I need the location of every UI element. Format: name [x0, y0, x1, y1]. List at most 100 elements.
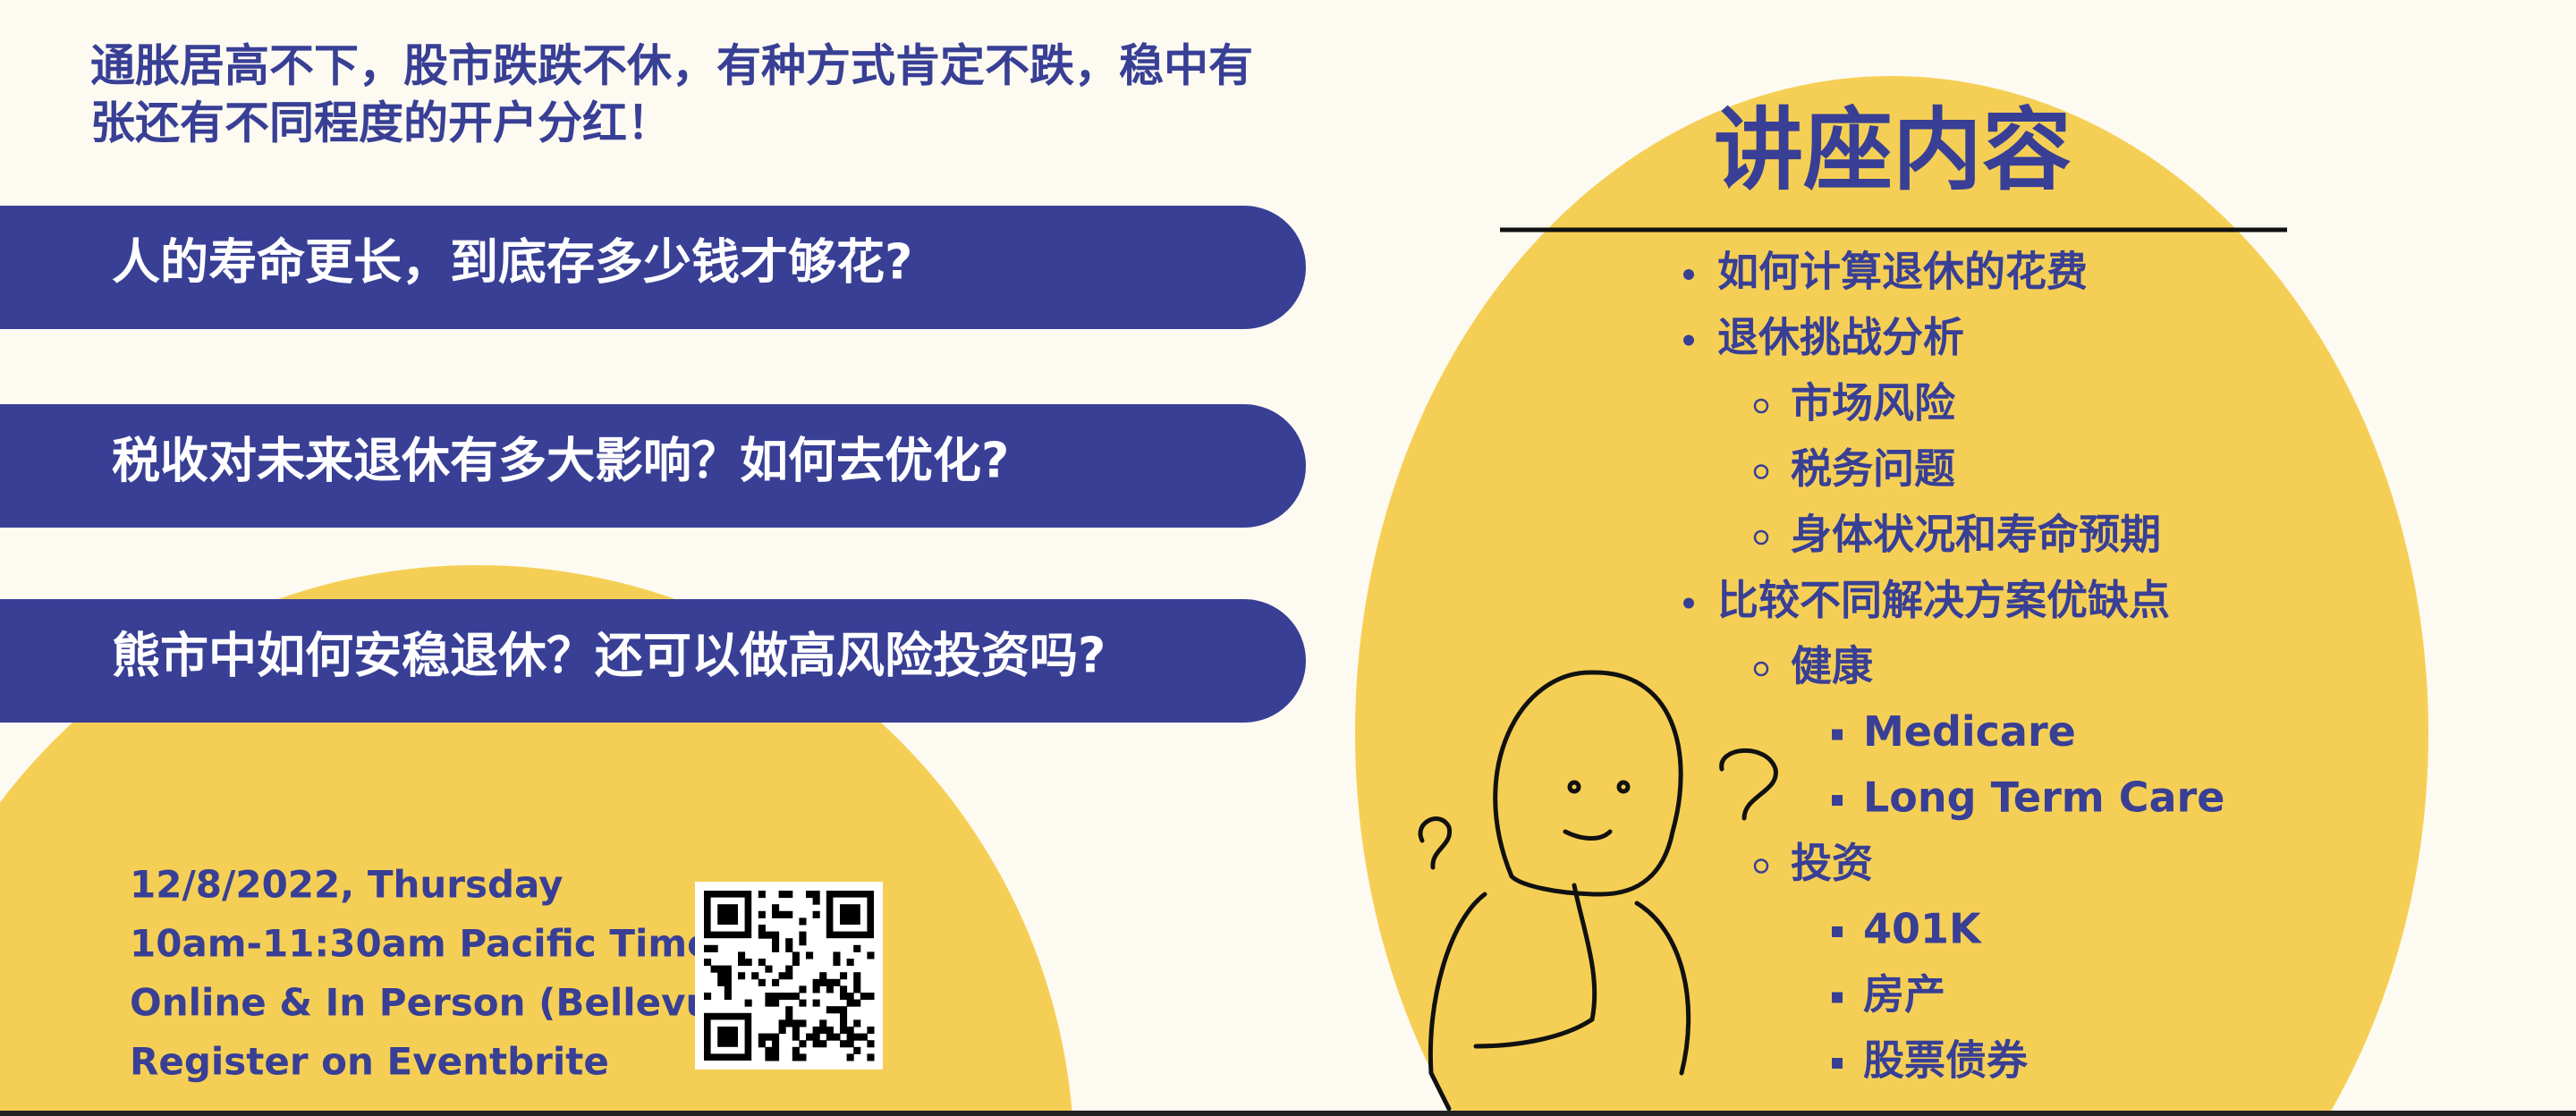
qr-module [717, 978, 725, 986]
agenda-item: 身体状况和寿命预期 [1791, 511, 2161, 559]
event-line: Register on Eventbrite [130, 1040, 609, 1084]
qr-module [799, 1053, 807, 1061]
yellow-oval [1355, 76, 2428, 1116]
qr-module [765, 931, 773, 939]
agenda-item: 401K [1863, 905, 1983, 953]
bullet [1832, 1058, 1843, 1069]
qr-module [704, 993, 712, 1001]
qr-module [772, 978, 780, 986]
qr-module [840, 993, 848, 1001]
qr-module [772, 1033, 780, 1041]
qr-module [846, 993, 854, 1001]
bullet [1832, 729, 1843, 740]
qr-module [717, 972, 725, 980]
qr-module [758, 1033, 766, 1041]
qr-module [833, 951, 841, 960]
agenda-item: 税务问题 [1791, 444, 1955, 493]
qr-module [785, 910, 793, 918]
qr-module [758, 891, 766, 899]
qr-module [758, 925, 766, 933]
qr-module [778, 910, 786, 918]
qr-module [853, 1033, 861, 1041]
qr-finder [703, 890, 752, 939]
qr-module [710, 944, 718, 952]
qr-module [840, 1019, 848, 1027]
agenda-item: 投资 [1791, 839, 1873, 887]
qr-module [792, 1046, 800, 1054]
agenda-item: 如何计算退休的花费 [1717, 248, 2088, 296]
qr-module [799, 917, 807, 926]
qr-module [772, 1040, 780, 1048]
qr-module [778, 993, 786, 1001]
event-line: 10am-11:30am Pacific Time [130, 922, 713, 966]
qr-module [724, 978, 732, 986]
qr-module [758, 1040, 766, 1048]
qr-module [853, 1019, 861, 1027]
qr-module [724, 993, 732, 1001]
qr-module [772, 931, 780, 939]
bullet [1832, 992, 1843, 1003]
bullet [1832, 795, 1843, 806]
qr-module [751, 972, 759, 980]
question-text: 熊市中如何安稳退休？还可以做高风险投资吗? [112, 628, 1106, 684]
qr-module [806, 951, 814, 960]
qr-module [840, 985, 848, 993]
qr-module [785, 944, 793, 952]
agenda-item: 房产 [1863, 970, 1945, 1019]
question-pill [0, 206, 1306, 329]
bullet [1753, 529, 1769, 545]
agenda-item: Medicare [1863, 707, 2076, 756]
questions: 人的寿命更长，到底存多少钱才够花? 税收对未来退休有多大影响？如何去优化? 熊市中如… [0, 206, 1306, 723]
qr-module [819, 1040, 827, 1048]
event-info: 12/8/2022, Thursday 10am-11:30am Pacific … [130, 863, 755, 1084]
question-text: 人的寿命更长，到底存多少钱才够花? [112, 234, 912, 291]
agenda-item: 健康 [1791, 642, 1873, 690]
qr-module [772, 993, 780, 1001]
qr-module [710, 965, 718, 973]
qr-module [758, 910, 766, 918]
qr-module [765, 999, 773, 1007]
qr-module [853, 999, 861, 1007]
qr-module [826, 1033, 834, 1041]
qr-module [812, 985, 820, 993]
qr-module [778, 1027, 786, 1035]
qr-module [867, 1053, 875, 1061]
qr-module [812, 1033, 820, 1041]
qr-module [860, 993, 868, 1001]
agenda-list: 如何计算退休的花费退休挑战分析市场风险税务问题身体状况和寿命预期比较不同解决方案… [1683, 248, 2224, 1085]
qr-module [853, 978, 861, 986]
agenda-title: 讲座内容 [1714, 97, 2072, 202]
qr-module [846, 999, 854, 1007]
qr-module [765, 1046, 773, 1054]
qr-module [765, 1053, 773, 1061]
qr-module [846, 959, 854, 967]
qr-module [724, 985, 732, 993]
qr-module [799, 931, 807, 939]
event-line: 12/8/2022, Thursday [130, 863, 563, 907]
qr-module [792, 1019, 800, 1027]
qr-module [772, 910, 780, 918]
qr-module [860, 1033, 868, 1041]
qr-module [812, 1027, 820, 1035]
qr-module [785, 1006, 793, 1014]
qr-module [785, 972, 793, 980]
qr-module [738, 951, 746, 960]
agenda-item: 比较不同解决方案优缺点 [1717, 576, 2170, 624]
qr-module [806, 1033, 814, 1041]
qr-module [738, 972, 746, 980]
qr-module [853, 944, 861, 952]
question-pill [0, 404, 1306, 528]
qr-module [846, 1033, 854, 1041]
thinking-person [1418, 670, 1778, 1112]
qr-module [744, 959, 752, 967]
qr-module [846, 1027, 854, 1035]
agenda-item: 市场风险 [1791, 379, 1956, 427]
qr-module [765, 1033, 773, 1041]
qr-module [799, 1019, 807, 1027]
qr-module [785, 891, 793, 899]
event-line: Online & In Person (Bellevue) [130, 981, 755, 1025]
qr-module [812, 978, 820, 986]
qr-module [772, 938, 780, 946]
